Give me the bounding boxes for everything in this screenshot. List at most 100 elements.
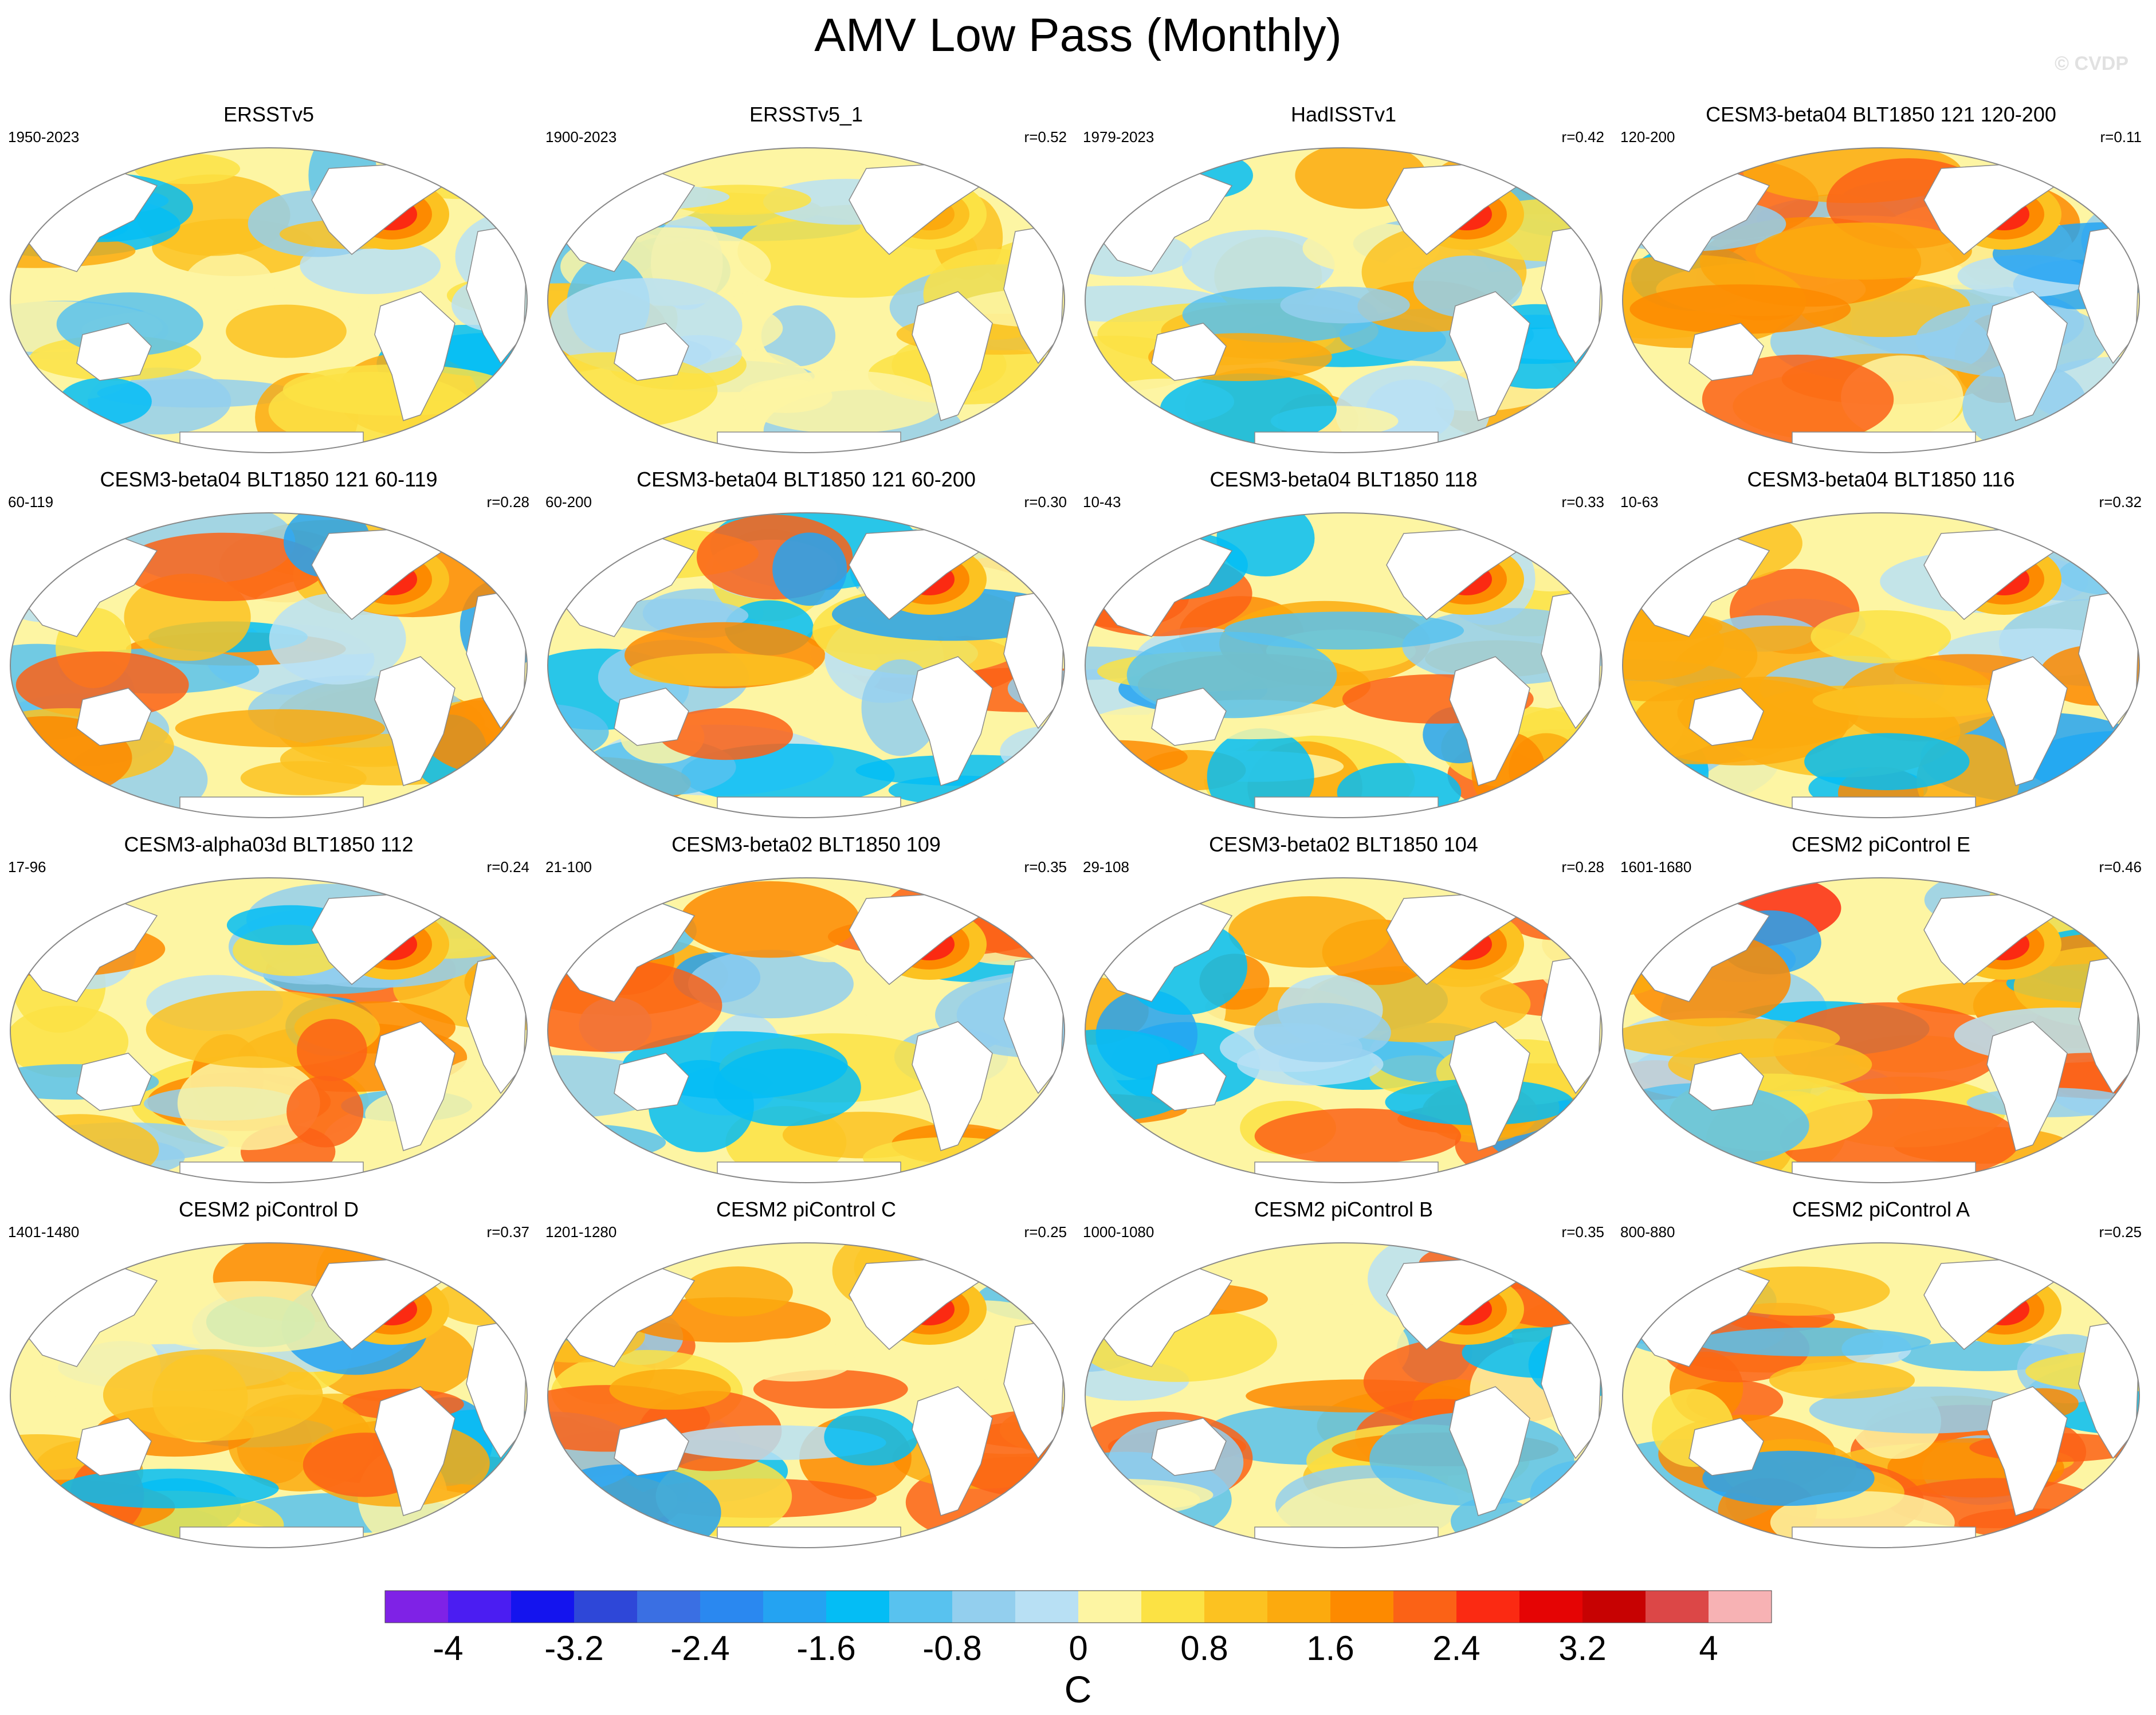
panel-correlation: r=0.32 [2099, 493, 2142, 511]
map-panel: CESM3-beta02 BLT1850 109 21-100 r=0.35 [537, 832, 1075, 1194]
sst-field [548, 148, 1065, 453]
panel-years: 1201-1280 [545, 1223, 617, 1241]
sst-map [10, 512, 528, 818]
map-panel: CESM2 piControl E 1601-1680 r=0.46 [1612, 832, 2150, 1194]
sst-field [548, 513, 1065, 818]
panel-years: 10-63 [1620, 493, 1659, 511]
panel-years: 1000-1080 [1083, 1223, 1154, 1241]
sst-field [10, 878, 527, 1183]
panel-title: CESM2 piControl B [1254, 1198, 1434, 1221]
panel-correlation: r=0.11 [2100, 128, 2142, 146]
panel-correlation: r=0.46 [2099, 858, 2142, 876]
panel-correlation: r=0.24 [486, 858, 529, 876]
sst-map [1085, 512, 1603, 818]
map-panel: CESM3-beta02 BLT1850 104 29-108 r=0.28 [1075, 832, 1612, 1194]
panel-correlation: r=0.30 [1024, 493, 1067, 511]
panel-correlation: r=0.37 [486, 1223, 529, 1241]
panel-years: 60-119 [8, 493, 54, 511]
colorbar-frame [384, 1590, 1772, 1623]
colorbar-swatch [1456, 1591, 1520, 1623]
colorbar-swatch [1646, 1591, 1709, 1623]
panel-title: CESM3-beta02 BLT1850 104 [1209, 833, 1478, 856]
map-outline [1622, 512, 2140, 818]
panel-title: CESM2 piControl A [1792, 1198, 1970, 1221]
panel-title: CESM2 piControl E [1791, 833, 1971, 856]
panel-title: ERSSTv5 [223, 103, 315, 126]
sst-map [1622, 147, 2140, 453]
sst-map [1085, 147, 1603, 453]
sst-field [1623, 148, 2139, 453]
map-outline [1085, 512, 1603, 818]
colorbar-swatch [1078, 1591, 1142, 1623]
panel-correlation: r=0.52 [1024, 128, 1067, 146]
colorbar-tick-label: -0.8 [922, 1629, 982, 1667]
colorbar-swatch [700, 1591, 764, 1623]
panel-correlation: r=0.28 [486, 493, 529, 511]
sst-map [547, 1242, 1065, 1548]
map-outline [10, 877, 528, 1183]
sst-field [1623, 1243, 2139, 1548]
map-outline [10, 1242, 528, 1548]
panel-years: 1979-2023 [1083, 128, 1154, 146]
panel-years: 800-880 [1620, 1223, 1675, 1241]
chart-title: AMV Low Pass (Monthly) [814, 9, 1342, 61]
colorbar-swatch [1709, 1591, 1772, 1623]
map-panel: CESM3-beta04 BLT1850 118 10-43 r=0.33 [1075, 467, 1612, 829]
panel-title: CESM2 piControl C [716, 1198, 897, 1221]
colorbar-swatch [1519, 1591, 1583, 1623]
sst-map [547, 147, 1065, 453]
panel-years: 1401-1480 [8, 1223, 80, 1241]
panel-years: 10-43 [1083, 493, 1121, 511]
colorbar-tick-label: -3.2 [544, 1629, 604, 1667]
panel-years: 1601-1680 [1620, 858, 1692, 876]
panel-years: 1900-2023 [545, 128, 617, 146]
map-outline [1085, 877, 1603, 1183]
sst-map [1622, 512, 2140, 818]
panel-title: HadISSTv1 [1290, 103, 1397, 126]
panel-correlation: r=0.35 [1561, 1223, 1604, 1241]
map-panel: CESM3-beta04 BLT1850 116 10-63 r=0.32 [1612, 467, 2150, 829]
colorbar-tick-label: 2.4 [1432, 1629, 1480, 1667]
panel-title: CESM3-alpha03d BLT1850 112 [124, 833, 414, 856]
map-panel: CESM3-beta04 BLT1850 121 60-200 60-200 r=0… [537, 467, 1075, 829]
map-panel: CESM2 piControl B 1000-1080 r=0.35 [1075, 1197, 1612, 1559]
map-outline [10, 512, 528, 818]
sst-map [1085, 1242, 1603, 1548]
panel-years: 29-108 [1083, 858, 1129, 876]
colorbar-swatch [1393, 1591, 1457, 1623]
map-panel: CESM2 piControl A 800-880 r=0.25 [1612, 1197, 2150, 1559]
colorbar-swatch [1267, 1591, 1331, 1623]
panel-years: 60-200 [545, 493, 592, 511]
panel-correlation: r=0.42 [1561, 128, 1604, 146]
panel-correlation: r=0.33 [1561, 493, 1604, 511]
colorbar-swatch [385, 1591, 449, 1623]
map-outline [10, 147, 528, 453]
sst-map [10, 877, 528, 1183]
map-outline [547, 1242, 1065, 1548]
map-panel: CESM3-beta04 BLT1850 121 60-119 60-119 r=0… [0, 467, 537, 829]
panel-title: CESM3-beta02 BLT1850 109 [671, 833, 941, 856]
panel-title: CESM3-beta04 BLT1850 116 [1747, 468, 2015, 491]
colorbar-tick-label: 4 [1699, 1629, 1718, 1667]
map-panel: HadISSTv1 1979-2023 r=0.42 [1075, 102, 1612, 464]
colorbar-swatch [1141, 1591, 1205, 1623]
panel-correlation: r=0.25 [2099, 1223, 2142, 1241]
panel-title: CESM3-beta04 BLT1850 118 [1209, 468, 1478, 491]
watermark: © CVDP [2055, 53, 2128, 74]
map-outline [1622, 1242, 2140, 1548]
colorbar-unit-label: C [1064, 1668, 1092, 1710]
map-panel: ERSSTv5 1950-2023 [0, 102, 537, 464]
sst-map [1622, 877, 2140, 1183]
colorbar-swatch [448, 1591, 512, 1623]
colorbar-swatch [511, 1591, 575, 1623]
colorbar-swatch [826, 1591, 890, 1623]
colorbar-swatch [1015, 1591, 1079, 1623]
panel-years: 120-200 [1620, 128, 1675, 146]
sst-map [1085, 877, 1603, 1183]
colorbar-tick-label: -1.6 [796, 1629, 856, 1667]
colorbar-swatch [763, 1591, 827, 1623]
sst-map [1622, 1242, 2140, 1548]
map-outline [1622, 877, 2140, 1183]
colorbar-swatch [574, 1591, 638, 1623]
map-outline [547, 512, 1065, 818]
